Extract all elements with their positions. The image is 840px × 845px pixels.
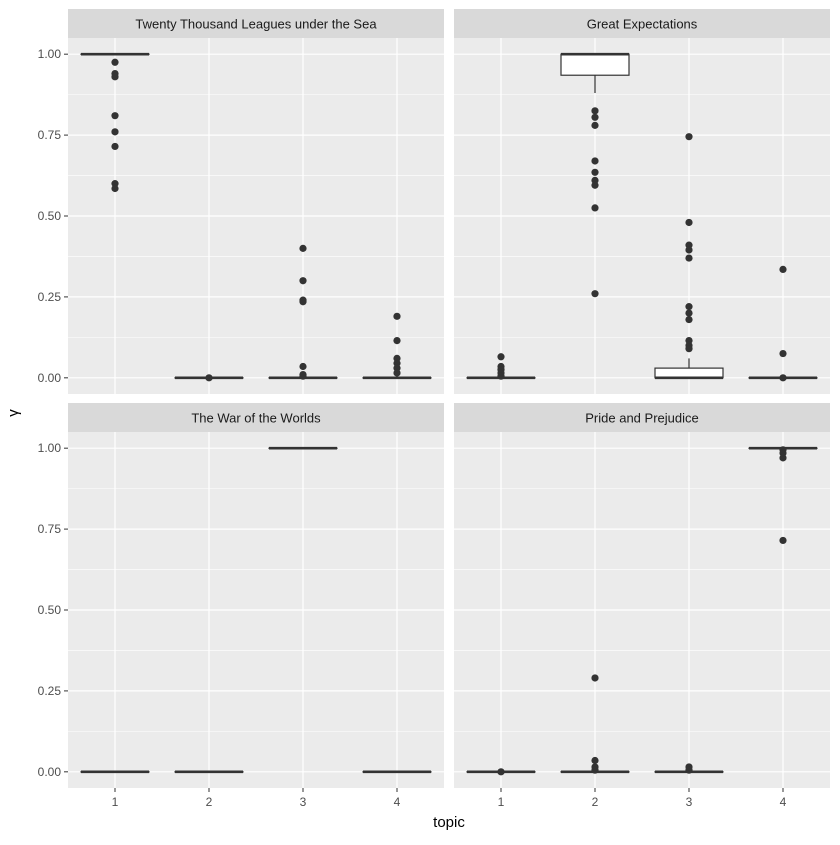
- facet-title: Twenty Thousand Leagues under the Sea: [135, 17, 377, 32]
- y-axis-title: γ: [5, 409, 22, 417]
- facet-title: The War of the Worlds: [191, 411, 321, 426]
- outlier-point: [299, 245, 306, 252]
- y-tick-label: 0.75: [38, 522, 62, 536]
- box-body: [655, 368, 723, 378]
- x-tick-label: 4: [394, 795, 401, 809]
- outlier-point: [591, 169, 598, 176]
- x-axis-title: topic: [433, 814, 465, 831]
- outlier-point: [685, 246, 692, 253]
- outlier-point: [779, 537, 786, 544]
- outlier-point: [779, 374, 786, 381]
- x-tick-label: 3: [300, 795, 307, 809]
- outlier-point: [591, 757, 598, 764]
- box-body: [561, 54, 629, 75]
- outlier-point: [779, 266, 786, 273]
- outlier-point: [111, 59, 118, 66]
- outlier-point: [591, 674, 598, 681]
- outlier-point: [591, 182, 598, 189]
- y-tick-label: 0.00: [38, 371, 62, 385]
- outlier-point: [111, 128, 118, 135]
- outlier-point: [299, 298, 306, 305]
- outlier-point: [685, 345, 692, 352]
- outlier-point: [685, 254, 692, 261]
- y-tick-label: 0.00: [38, 765, 62, 779]
- facet-title: Pride and Prejudice: [585, 411, 698, 426]
- y-tick-label: 0.25: [38, 290, 62, 304]
- outlier-point: [591, 157, 598, 164]
- outlier-point: [111, 73, 118, 80]
- outlier-point: [497, 768, 504, 775]
- x-tick-label: 1: [498, 795, 505, 809]
- outlier-point: [299, 373, 306, 380]
- outlier-point: [393, 313, 400, 320]
- outlier-point: [591, 107, 598, 114]
- outlier-point: [685, 219, 692, 226]
- x-tick-label: 4: [780, 795, 787, 809]
- y-tick-label: 0.50: [38, 603, 62, 617]
- y-tick-label: 0.50: [38, 209, 62, 223]
- x-tick-label: 3: [686, 795, 693, 809]
- x-tick-label: 2: [592, 795, 599, 809]
- outlier-point: [685, 303, 692, 310]
- y-tick-label: 0.75: [38, 128, 62, 142]
- outlier-point: [205, 374, 212, 381]
- outlier-point: [685, 316, 692, 323]
- facet-title: Great Expectations: [587, 17, 698, 32]
- outlier-point: [497, 373, 504, 380]
- x-tick-label: 1: [112, 795, 119, 809]
- outlier-point: [111, 143, 118, 150]
- outlier-point: [591, 114, 598, 121]
- outlier-point: [685, 767, 692, 774]
- outlier-point: [111, 185, 118, 192]
- outlier-point: [591, 290, 598, 297]
- outlier-point: [393, 369, 400, 376]
- outlier-point: [591, 767, 598, 774]
- outlier-point: [685, 309, 692, 316]
- y-tick-label: 0.25: [38, 684, 62, 698]
- outlier-point: [299, 363, 306, 370]
- x-tick-label: 2: [206, 795, 213, 809]
- outlier-point: [685, 133, 692, 140]
- y-tick-label: 1.00: [38, 441, 62, 455]
- outlier-point: [591, 122, 598, 129]
- outlier-point: [299, 277, 306, 284]
- outlier-point: [111, 112, 118, 119]
- outlier-point: [393, 337, 400, 344]
- y-tick-label: 1.00: [38, 47, 62, 61]
- outlier-point: [591, 204, 598, 211]
- outlier-point: [779, 454, 786, 461]
- outlier-point: [779, 350, 786, 357]
- outlier-point: [497, 353, 504, 360]
